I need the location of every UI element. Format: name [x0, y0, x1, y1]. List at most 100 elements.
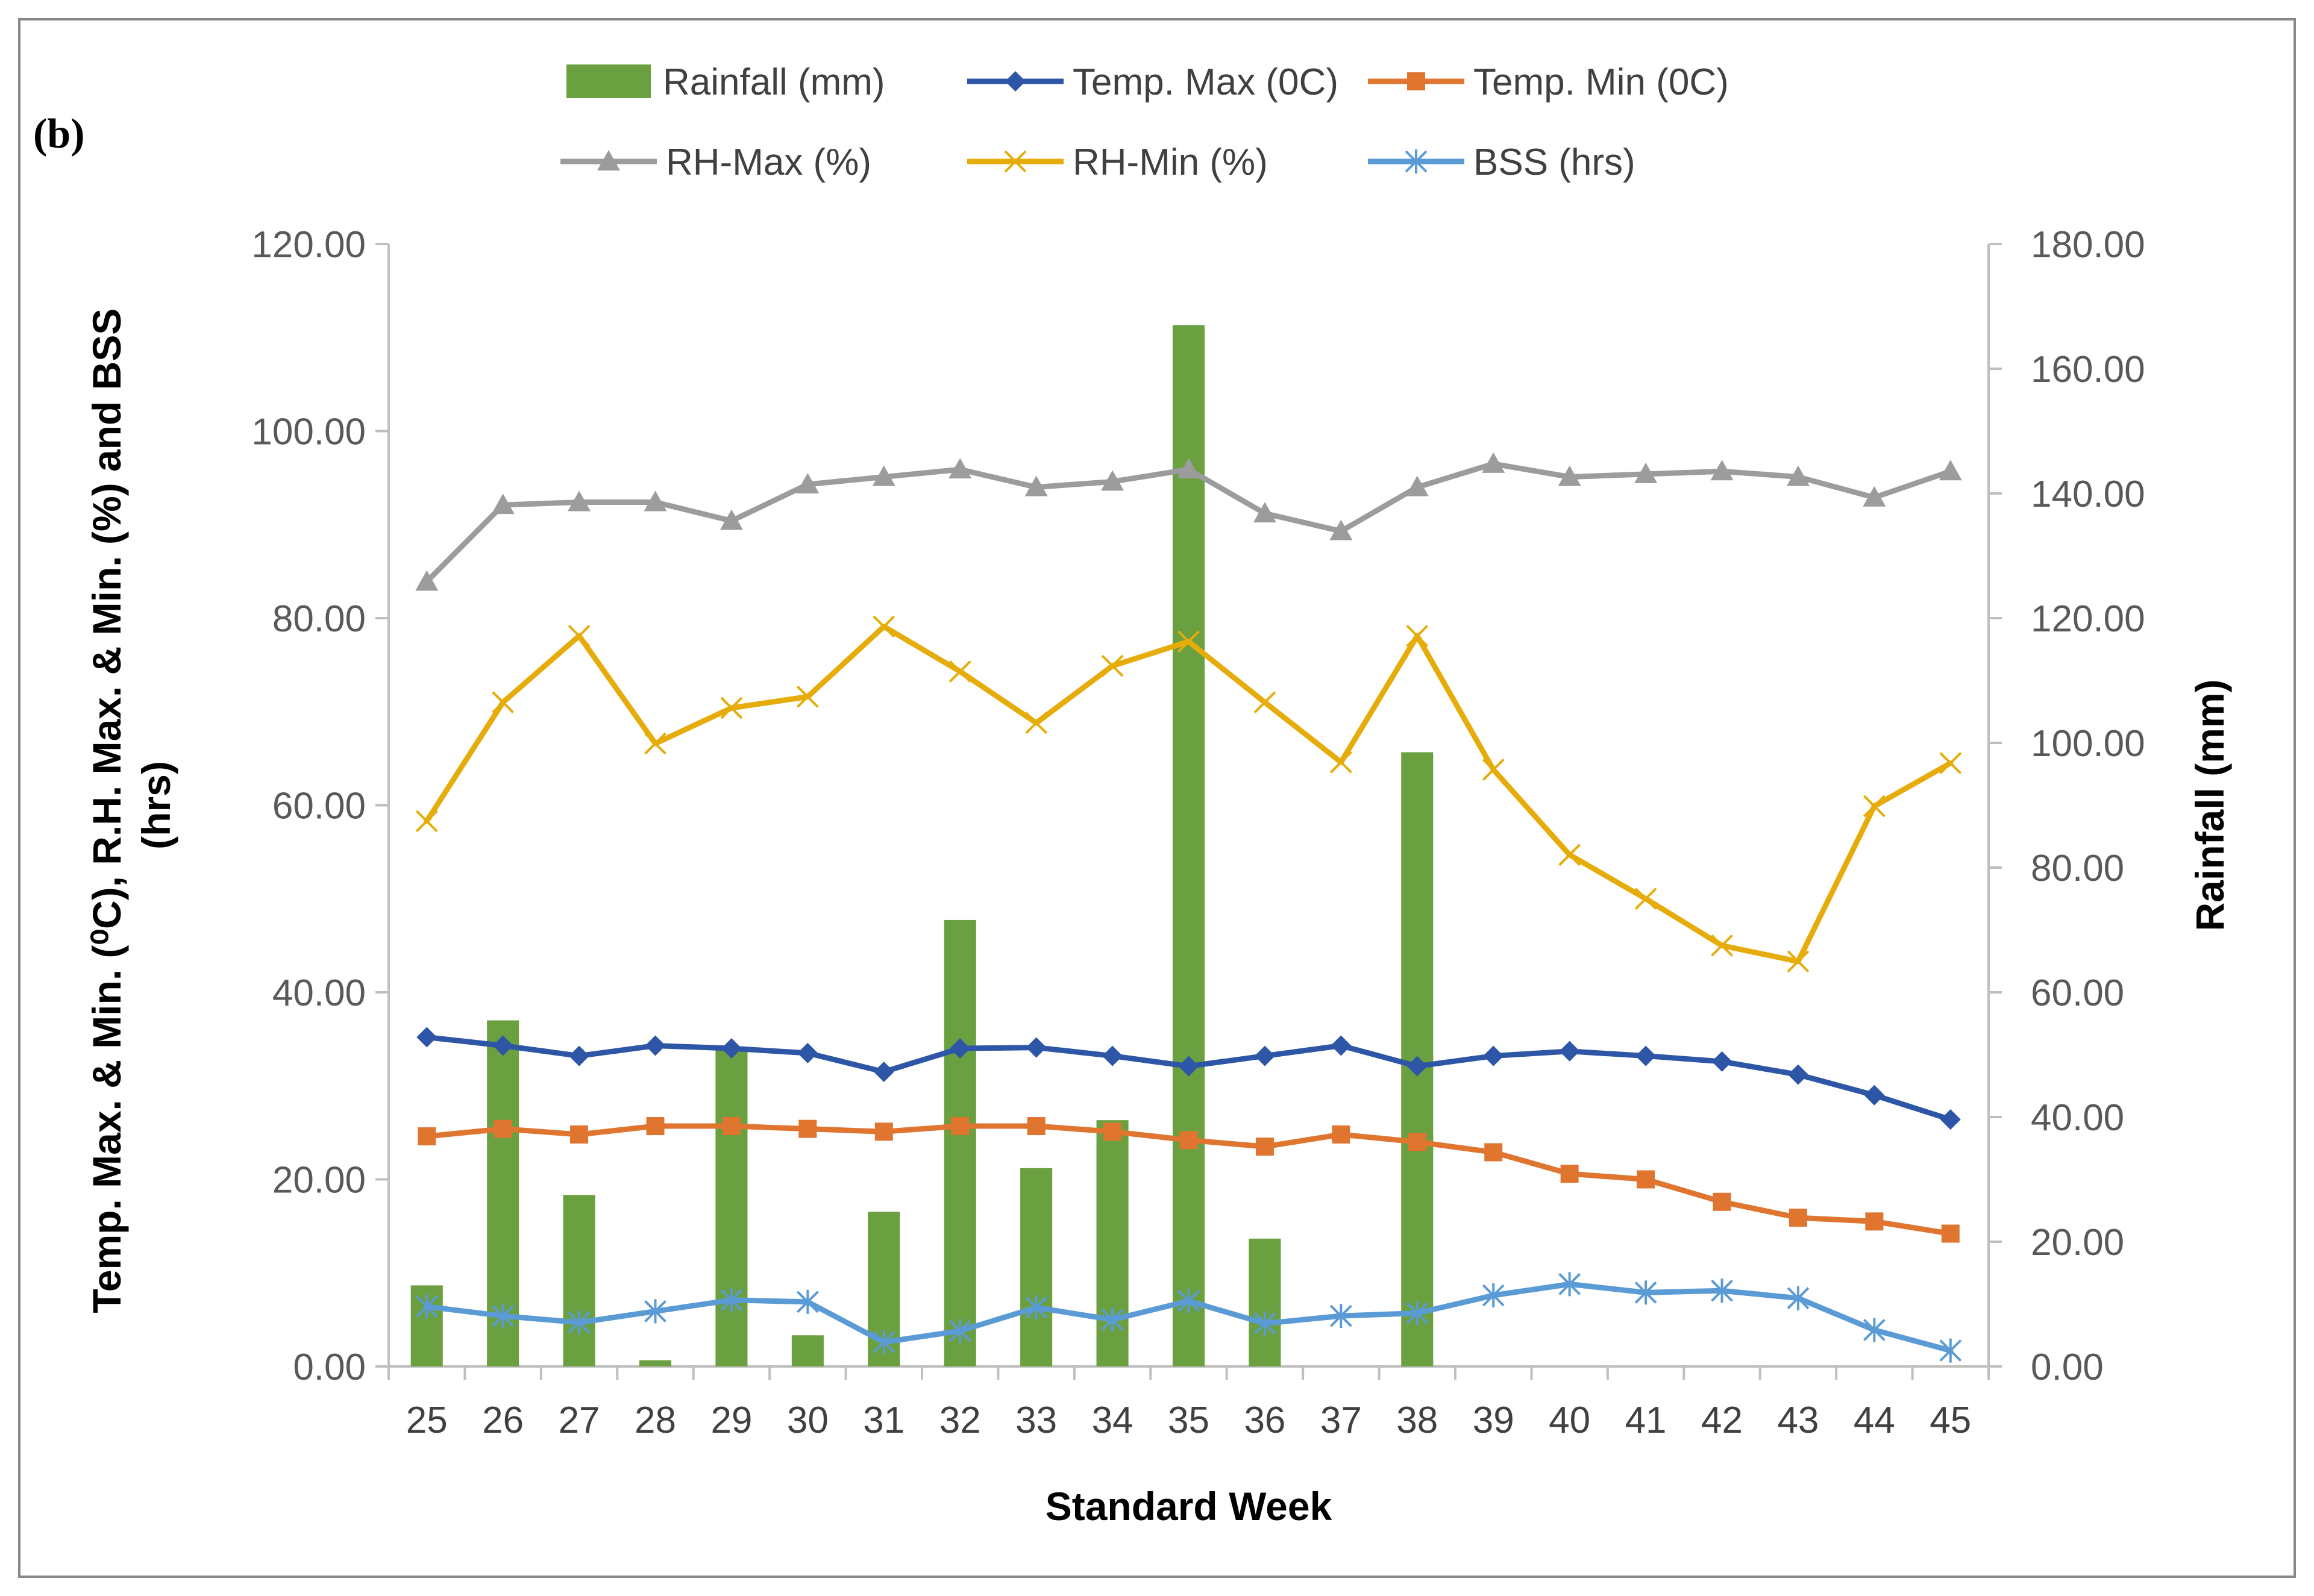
- x-marker: [1177, 630, 1200, 653]
- square-marker: [1789, 1209, 1807, 1227]
- square-marker: [1941, 1224, 1960, 1243]
- diamond-marker: [1178, 1056, 1199, 1077]
- asterisk-marker: [1405, 149, 1428, 174]
- x-marker: [644, 732, 666, 755]
- diamond-marker: [950, 1038, 971, 1059]
- diamond-marker: [873, 1061, 894, 1082]
- legend-item: RH-Min (%): [967, 142, 1268, 183]
- square-marker: [1027, 1117, 1046, 1136]
- diamond-marker: [1940, 1109, 1961, 1130]
- x-marker: [873, 615, 895, 638]
- x-marker-stroke: [492, 691, 515, 714]
- diamond-marker: [492, 1035, 513, 1056]
- series-temp-min-0c: [418, 1117, 1960, 1243]
- x-tick-label: 35: [1168, 1400, 1209, 1441]
- rainfall-bar: [1020, 1168, 1053, 1366]
- triangle-marker: [644, 490, 667, 512]
- x-marker: [1863, 795, 1886, 818]
- triangle-marker: [796, 472, 820, 493]
- legend-label: Rainfall (mm): [663, 61, 885, 103]
- x-marker-stroke: [644, 732, 666, 755]
- square-marker: [1484, 1143, 1503, 1162]
- rainfall-bar: [639, 1360, 672, 1366]
- asterisk-marker: [948, 1319, 971, 1344]
- asterisk-marker: [1253, 1311, 1276, 1336]
- diamond-marker: [1864, 1084, 1885, 1106]
- legend-item: RH-Max (%): [560, 142, 871, 183]
- x-tick-label: 42: [1701, 1400, 1743, 1441]
- x-marker: [1634, 887, 1657, 910]
- x-tick-label: 38: [1396, 1400, 1438, 1441]
- rainfall-bar: [563, 1195, 595, 1366]
- asterisk-marker: [1177, 1289, 1200, 1313]
- left-tick-label: 120.00: [251, 224, 366, 266]
- diamond-marker: [569, 1045, 590, 1066]
- asterisk-marker: [1329, 1304, 1352, 1328]
- x-tick-label: 32: [939, 1400, 981, 1441]
- asterisk-marker: [1787, 1286, 1810, 1310]
- asterisk-marker: [492, 1304, 515, 1328]
- asterisk-marker: [644, 1299, 666, 1324]
- diamond-marker: [1102, 1045, 1123, 1066]
- triangle-marker: [1482, 452, 1505, 473]
- x-marker-stroke: [1558, 843, 1581, 866]
- x-marker: [1329, 751, 1352, 774]
- x-marker-stroke: [1482, 759, 1505, 781]
- square-marker: [1332, 1125, 1350, 1144]
- asterisk-marker: [1406, 1301, 1429, 1325]
- x-tick-label: 37: [1320, 1400, 1362, 1441]
- right-tick-label: 40.00: [2031, 1097, 2124, 1139]
- diamond-marker: [1559, 1041, 1580, 1062]
- diamond-marker: [1254, 1045, 1275, 1066]
- legend-item: Temp. Min (0C): [1368, 61, 1729, 103]
- left-tick-label: 60.00: [272, 786, 366, 827]
- triangle-marker: [491, 493, 515, 515]
- diamond-marker: [797, 1042, 818, 1063]
- x-tick-label: 30: [787, 1400, 829, 1441]
- rainfall-bar: [1249, 1238, 1281, 1366]
- left-axis-title-line1: Temp. Max. & Min. (⁰C), R.H. Max. & Min.…: [84, 308, 129, 1313]
- x-marker-stroke: [1787, 950, 1810, 973]
- x-marker: [720, 696, 743, 719]
- asterisk-marker: [1482, 1283, 1505, 1308]
- x-marker: [1939, 752, 1962, 775]
- triangle-marker: [872, 465, 895, 486]
- triangle-marker: [1786, 465, 1810, 486]
- triangle-marker: [1558, 465, 1581, 486]
- chart-frame: [18, 18, 2296, 1578]
- x-tick-label: 44: [1854, 1400, 1895, 1441]
- triangle-marker: [1939, 460, 1962, 481]
- asterisk-marker: [1025, 1295, 1048, 1320]
- legend: Rainfall (mm) Temp. Max (0C) Temp. Min (0C…: [560, 61, 1729, 183]
- legend-item: Rainfall (mm): [566, 61, 885, 103]
- tick-labels: 0.00 20.00 40.00 60.00 80.00 100.00 120.00 0.00…: [251, 224, 2145, 1441]
- x-marker-stroke: [1004, 150, 1027, 173]
- square-marker: [1407, 72, 1425, 90]
- x-tick-label: 25: [406, 1400, 448, 1441]
- left-tick-label: 100.00: [251, 412, 366, 453]
- x-marker-stroke: [948, 660, 971, 683]
- square-marker: [1865, 1212, 1884, 1231]
- x-marker-stroke: [415, 810, 438, 833]
- x-marker-stroke: [568, 625, 591, 647]
- x-tick-label: 31: [863, 1400, 905, 1441]
- panel-label: (b): [33, 111, 85, 157]
- x-marker-stroke: [1634, 887, 1657, 910]
- right-tick-label: 20.00: [2031, 1222, 2124, 1263]
- square-marker: [1408, 1133, 1426, 1151]
- triangle-marker: [1101, 470, 1124, 491]
- square-marker: [1637, 1170, 1655, 1189]
- legend-label: Temp. Max (0C): [1073, 61, 1338, 103]
- diamond-marker: [1331, 1035, 1352, 1056]
- triangle-marker: [1634, 462, 1658, 483]
- asterisk-marker: [873, 1330, 895, 1354]
- diamond-marker: [1406, 1056, 1428, 1077]
- right-tick-label: 120.00: [2031, 598, 2145, 640]
- asterisk-marker: [1101, 1307, 1124, 1332]
- x-tick-label: 33: [1015, 1400, 1057, 1441]
- x-axis-title: Standard Week: [1046, 1484, 1332, 1529]
- legend-label: RH-Max (%): [666, 142, 871, 183]
- x-marker: [1787, 950, 1810, 973]
- legend-label: BSS (hrs): [1473, 142, 1635, 183]
- x-tick-label: 29: [710, 1400, 752, 1441]
